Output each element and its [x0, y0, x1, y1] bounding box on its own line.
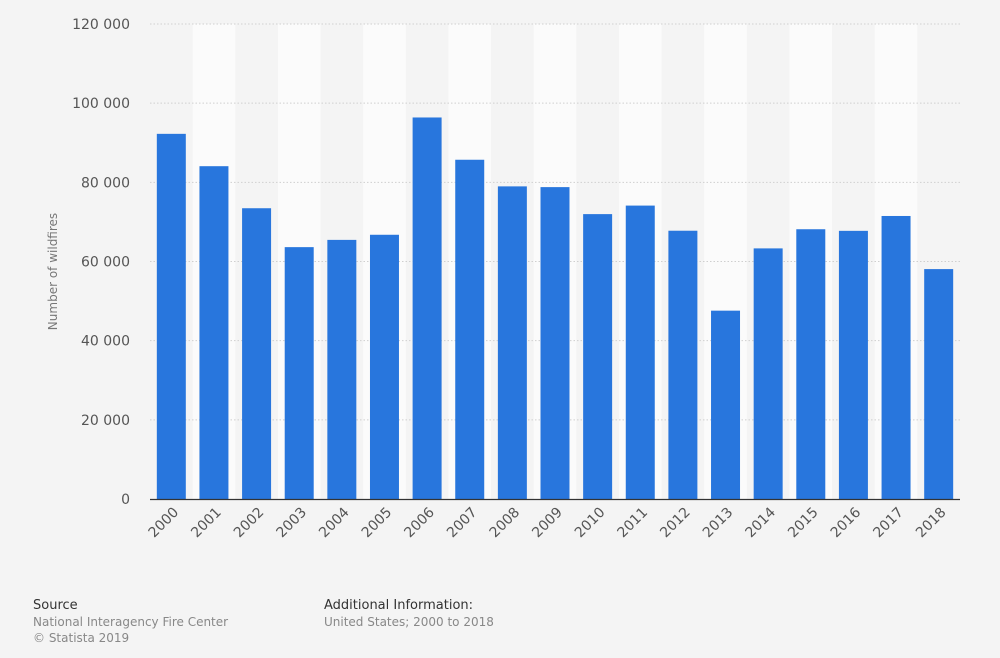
x-tick-label: 2008 — [487, 505, 524, 542]
bar-2006[interactable] — [412, 117, 442, 499]
additional-info-block: Additional Information: United States; 2… — [324, 598, 494, 630]
x-tick-label: 2011 — [615, 505, 652, 542]
x-tick-label: 2009 — [529, 505, 566, 542]
bar-2009[interactable] — [540, 187, 570, 500]
y-axis-ticks: 0 20 000 40 000 60 000 80 000 100 000 120 000 — [72, 17, 130, 508]
y-tick-label: 0 — [121, 492, 130, 508]
x-tick-label: 2014 — [742, 504, 779, 541]
x-tick-label: 2018 — [913, 505, 950, 542]
bar-2014[interactable] — [753, 248, 783, 499]
bar-2015[interactable] — [796, 229, 826, 499]
bar-2008[interactable] — [497, 186, 527, 499]
source-title: Source — [33, 598, 78, 613]
bar-2013[interactable] — [711, 310, 741, 499]
x-tick-label: 2001 — [188, 505, 225, 542]
x-tick-label: 2006 — [401, 504, 438, 541]
x-tick-label: 2002 — [231, 505, 268, 542]
bar-2001[interactable] — [199, 166, 229, 499]
y-tick-label: 120 000 — [72, 17, 130, 33]
x-tick-label: 2017 — [870, 505, 907, 542]
bar-2002[interactable] — [242, 208, 272, 499]
source-block: Source National Interagency Fire Center … — [33, 598, 228, 646]
y-tick-label: 40 000 — [81, 334, 130, 350]
x-axis-ticks: 2000 2001 2002 2003 2004 2005 2006 2007 2008 2009… — [146, 504, 950, 541]
y-tick-label: 80 000 — [81, 175, 130, 191]
bars — [156, 117, 954, 500]
x-tick-label: 2015 — [785, 505, 822, 542]
x-tick-label: 2000 — [146, 505, 183, 542]
bar-2005[interactable] — [369, 234, 399, 499]
bar-2017[interactable] — [881, 215, 911, 499]
x-tick-label: 2007 — [444, 505, 481, 542]
x-tick-label: 2010 — [572, 505, 609, 542]
x-tick-label: 2003 — [274, 505, 311, 542]
copyright: © Statista 2019 — [33, 631, 130, 645]
bar-2000[interactable] — [156, 133, 186, 499]
x-tick-label: 2013 — [700, 505, 737, 542]
bar-2003[interactable] — [284, 247, 314, 499]
bar-2004[interactable] — [327, 239, 357, 499]
bar-2016[interactable] — [838, 230, 868, 499]
additional-info-text: United States; 2000 to 2018 — [324, 615, 494, 629]
x-tick-label: 2004 — [316, 504, 353, 541]
bar-2018[interactable] — [924, 269, 954, 499]
x-tick-label: 2012 — [657, 505, 694, 542]
x-tick-label: 2016 — [828, 504, 865, 541]
x-tick-label: 2005 — [359, 505, 396, 542]
source-name[interactable]: National Interagency Fire Center — [33, 615, 229, 629]
additional-info-title: Additional Information: — [324, 598, 474, 613]
y-tick-label: 20 000 — [81, 413, 130, 429]
y-tick-label: 60 000 — [81, 255, 130, 271]
bar-2011[interactable] — [625, 205, 655, 499]
y-axis-label: Number of wildfires — [46, 213, 60, 330]
bar-2012[interactable] — [668, 230, 698, 500]
bar-2010[interactable] — [583, 214, 613, 499]
bar-2007[interactable] — [455, 159, 485, 499]
y-tick-label: 100 000 — [72, 96, 130, 112]
